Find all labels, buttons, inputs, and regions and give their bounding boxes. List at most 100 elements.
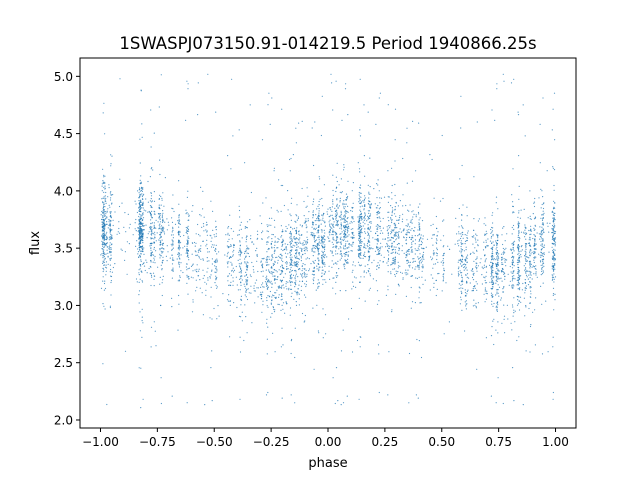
data-point (543, 229, 544, 230)
data-point (444, 270, 445, 271)
data-point (348, 247, 349, 248)
data-point (499, 278, 500, 279)
data-point (103, 219, 104, 220)
data-point (102, 263, 103, 264)
data-point (406, 274, 407, 275)
data-point (476, 369, 477, 370)
data-point (151, 207, 152, 208)
data-point (314, 238, 315, 239)
data-point (245, 251, 246, 252)
data-point (108, 225, 109, 226)
data-point (475, 266, 476, 267)
data-point (511, 194, 512, 195)
data-point (388, 237, 389, 238)
data-point (321, 245, 322, 246)
data-point (406, 128, 407, 129)
data-point (379, 197, 380, 198)
data-point (278, 241, 279, 242)
data-point (370, 213, 371, 214)
data-point (216, 233, 217, 234)
data-point (251, 242, 252, 243)
data-point (461, 252, 462, 253)
data-point (530, 249, 531, 250)
data-point (179, 275, 180, 276)
data-point (296, 244, 297, 245)
data-point (327, 214, 328, 215)
data-point (540, 286, 541, 287)
data-point (497, 307, 498, 308)
data-point (302, 266, 303, 267)
data-point (247, 265, 248, 266)
data-point (173, 248, 174, 249)
data-point (504, 279, 505, 280)
data-point (327, 209, 328, 210)
data-point (319, 267, 320, 268)
data-point (198, 252, 199, 253)
data-point (376, 254, 377, 255)
data-point (256, 261, 257, 262)
data-point (187, 233, 188, 234)
data-point (370, 275, 371, 276)
data-point (360, 229, 361, 230)
data-point (278, 179, 279, 180)
data-point (543, 213, 544, 214)
data-point (173, 234, 174, 235)
data-point (408, 232, 409, 233)
data-point (462, 228, 463, 229)
data-point (154, 247, 155, 248)
data-point (319, 201, 320, 202)
data-point (555, 276, 556, 277)
data-point (195, 251, 196, 252)
data-point (496, 303, 497, 304)
data-point (335, 403, 336, 404)
data-point (113, 225, 114, 226)
data-point (314, 241, 315, 242)
data-point (300, 273, 301, 274)
data-point (486, 272, 487, 273)
data-point (212, 263, 213, 264)
data-point (153, 238, 154, 239)
data-point (521, 210, 522, 211)
data-point (391, 215, 392, 216)
data-point (298, 231, 299, 232)
data-point (153, 233, 154, 234)
data-point (528, 243, 529, 244)
data-point (105, 195, 106, 196)
data-point (143, 202, 144, 203)
data-point (393, 252, 394, 253)
data-point (181, 254, 182, 255)
data-point (239, 259, 240, 260)
data-point (102, 363, 103, 364)
data-point (247, 248, 248, 249)
x-tick-label: 0.75 (485, 435, 512, 449)
data-point (525, 254, 526, 255)
data-point (192, 254, 193, 255)
data-point (186, 264, 187, 265)
data-point (526, 285, 527, 286)
chart-title: 1SWASPJ073150.91-014219.5 Period 1940866… (119, 34, 536, 53)
data-point (397, 244, 398, 245)
data-point (361, 193, 362, 194)
data-point (109, 229, 110, 230)
data-point (552, 129, 553, 130)
data-point (542, 248, 543, 249)
data-point (285, 273, 286, 274)
data-point (313, 251, 314, 252)
data-point (172, 259, 173, 260)
data-point (210, 296, 211, 297)
data-point (466, 304, 467, 305)
data-point (493, 344, 494, 345)
data-point (359, 129, 360, 130)
data-point (395, 209, 396, 210)
data-point (528, 230, 529, 231)
data-point (336, 217, 337, 218)
data-point (511, 286, 512, 287)
data-point (267, 305, 268, 306)
data-point (343, 264, 344, 265)
data-point (388, 202, 389, 203)
data-point (525, 258, 526, 259)
data-point (299, 237, 300, 238)
data-point (485, 289, 486, 290)
data-point (245, 288, 246, 289)
data-point (504, 252, 505, 253)
